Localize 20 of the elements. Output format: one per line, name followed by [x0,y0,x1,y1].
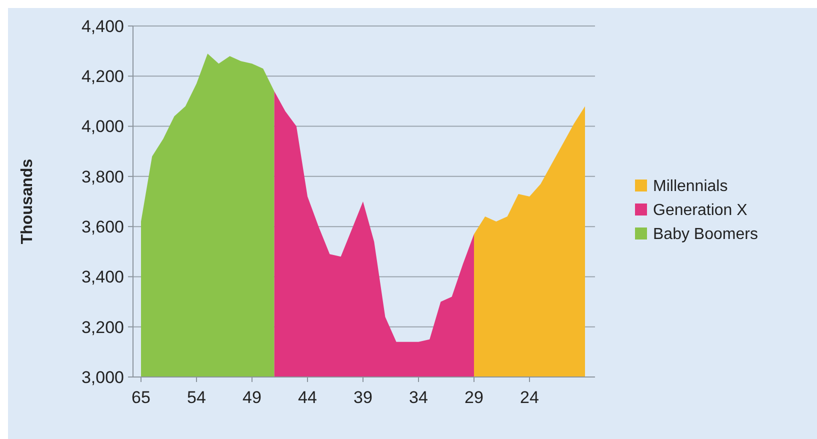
y-tick-label: 4,000 [81,117,124,136]
x-tick-label: 65 [132,388,150,407]
y-tick-label: 4,200 [81,67,124,86]
y-tick-label: 3,600 [81,218,124,237]
x-tick-label: 34 [409,388,428,407]
y-tick-label: 3,000 [81,368,124,387]
x-tick-label: 54 [187,388,206,407]
legend-label: Baby Boomers [653,226,758,244]
x-tick-label: 44 [298,388,317,407]
legend-label: Generation X [653,202,748,220]
y-tick-label: 3,200 [81,318,124,337]
legend-label: Millennials [653,178,728,196]
y-axis-title: Thousands [19,158,36,244]
y-tick-label: 4,400 [81,16,124,36]
x-tick-label: 29 [464,388,484,407]
x-tick-label: 49 [242,388,262,407]
y-tick-label: 3,400 [81,268,124,287]
x-tick-label: 39 [354,388,372,407]
x-tick-label: 24 [520,388,539,407]
y-tick-label: 3,800 [81,167,124,186]
